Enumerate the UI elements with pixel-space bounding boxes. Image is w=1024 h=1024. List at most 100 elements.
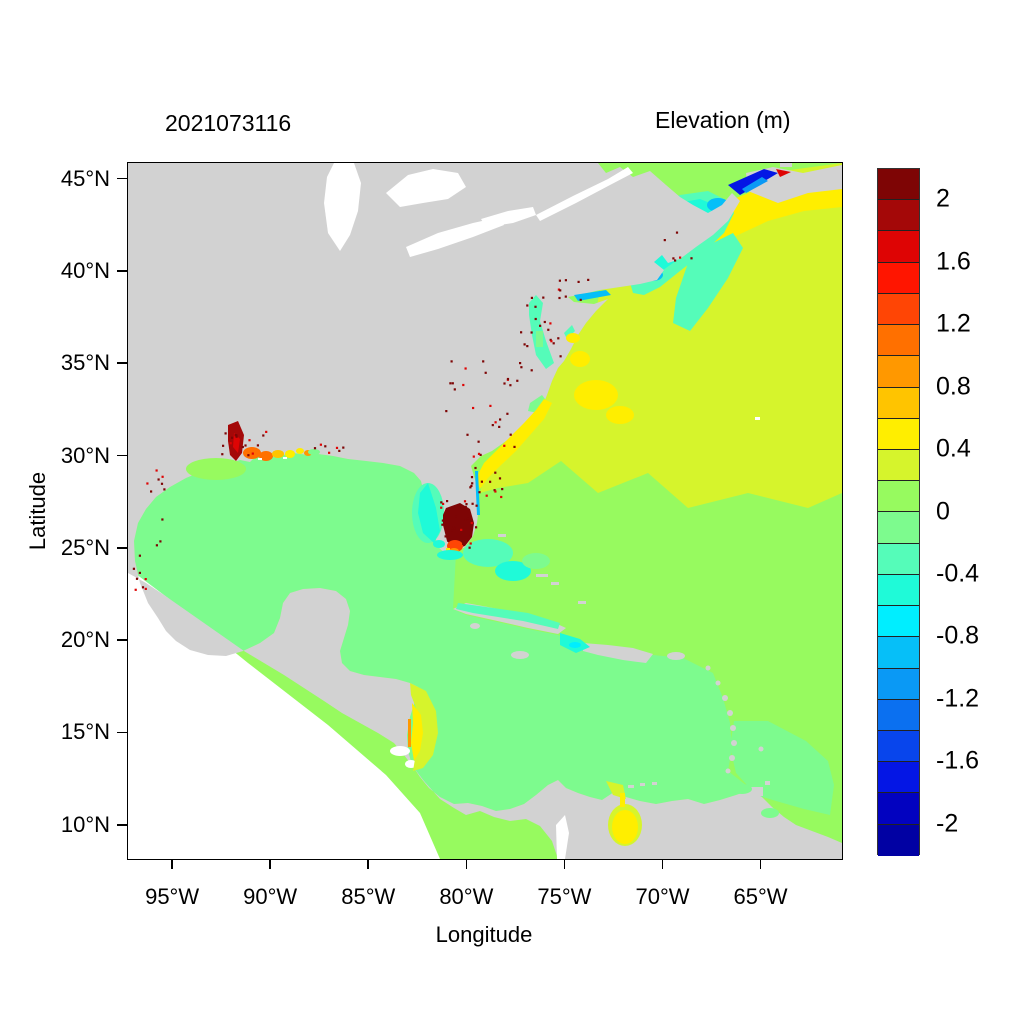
y-tick-label: 25°N — [60, 534, 110, 560]
y-tick-label: 30°N — [60, 442, 110, 468]
x-tick-mark — [269, 859, 271, 869]
y-tick-label: 20°N — [60, 627, 110, 653]
sfl-yellow — [446, 548, 450, 551]
x-tick-label: 75°W — [537, 884, 592, 909]
x-tick-mark — [367, 859, 370, 869]
bahamas-green — [522, 553, 550, 569]
land-jamaica — [511, 651, 529, 659]
gulf-of-maine-mint-tail — [673, 233, 743, 331]
x-axis-label: Longitude — [435, 922, 533, 947]
colorbar-segment — [878, 449, 919, 482]
bermuda-island — [755, 417, 760, 420]
land-abc-islands — [628, 782, 657, 788]
land-isle-of-youth — [470, 623, 480, 629]
colorbar-segment — [878, 325, 919, 357]
y-tick-mark — [117, 454, 127, 457]
land-pei — [780, 163, 792, 167]
y-tick-label: 40°N — [60, 257, 110, 283]
colorbar-segment — [878, 543, 919, 575]
colorbar-segment — [878, 824, 919, 856]
coastal-speckles — [132, 231, 693, 591]
y-tick-mark — [117, 362, 127, 365]
orinoco-green — [761, 808, 779, 818]
colorbar-tick-label: -1.2 — [936, 684, 980, 713]
colorbar-tick-label: -1.6 — [936, 746, 980, 775]
y-tick-mark — [117, 547, 127, 549]
maracaibo-neck — [620, 793, 625, 807]
x-tick-label: 85°W — [341, 884, 396, 909]
chesapeake-green — [536, 331, 543, 347]
delaware-bay-mint — [564, 325, 575, 339]
maracaibo-yellow — [612, 810, 638, 844]
colorbar-segment — [878, 574, 919, 607]
colorbar-tick-label: -0.4 — [936, 559, 980, 588]
bay-of-fundy-blue — [728, 169, 778, 195]
mobile-bay-green — [308, 449, 320, 455]
bay-of-fundy-midblue — [742, 177, 768, 193]
map-plot-area — [127, 162, 843, 860]
land-hispaniola — [583, 643, 653, 663]
hatteras-offshore-yellow — [606, 406, 634, 424]
la-orange2 — [259, 451, 273, 461]
colorbar-segment — [878, 606, 919, 638]
y-tick-mark — [117, 270, 127, 272]
colorbar-tick-label: -0.8 — [936, 621, 980, 650]
x-tick-mark — [465, 859, 468, 869]
bahamas-turquoise — [495, 561, 531, 581]
great-lakes — [324, 163, 633, 257]
x-tick-label: 80°W — [439, 884, 494, 909]
x-tick-label: 90°W — [243, 884, 298, 909]
colorbar-segment — [878, 668, 919, 700]
y-tick-mark — [117, 177, 127, 180]
efl-lagoon-cyan — [475, 471, 480, 515]
colorbar-segment — [878, 169, 919, 201]
y-tick-label: 35°N — [60, 350, 110, 376]
la-offshore-yellowgreen — [186, 458, 246, 480]
y-tick-mark — [117, 731, 127, 734]
colorbar-segment — [878, 418, 919, 450]
colorbar-segment — [878, 730, 919, 763]
x-tick-mark — [171, 859, 173, 869]
li-offshore-yellow — [566, 333, 580, 343]
colorbar-tick-label: 0.4 — [936, 434, 971, 463]
colorbar-segment — [878, 699, 919, 731]
delmarva-offshore-yellow — [574, 380, 618, 410]
colorbar-segment — [878, 387, 919, 419]
gulf-caribbean-water — [134, 453, 756, 811]
colorbar-segment — [878, 356, 919, 388]
land-lesser-antilles — [705, 665, 770, 796]
nicaragua-orange-sliver — [408, 719, 411, 747]
colorbar-segment — [878, 637, 919, 669]
colorbar-tick-label: 1.2 — [936, 309, 971, 338]
cuba-north-mint — [456, 603, 560, 629]
y-tick-mark — [117, 639, 127, 641]
x-tick-mark — [563, 859, 566, 869]
nicaragua-yellow — [411, 703, 423, 761]
timestamp-title: 2021073116 — [165, 110, 292, 136]
colorbar-segment — [878, 481, 919, 513]
field-title: Elevation (m) — [655, 107, 791, 133]
elevation-colorbar — [877, 168, 920, 856]
sfl-coast-turquoise — [433, 540, 445, 548]
colorbar-segment — [878, 231, 919, 263]
colorbar-tick-label: -2 — [936, 809, 959, 838]
gulf-of-uraba-white — [556, 815, 569, 859]
la-marsh-white1 — [258, 458, 262, 460]
colorbar-segment — [878, 262, 919, 294]
y-tick-mark — [117, 823, 127, 826]
la-amber — [272, 450, 284, 458]
bahamas-mint — [463, 539, 513, 567]
colorbar-tick-label: 0 — [936, 497, 950, 525]
nj-offshore-yellow — [570, 351, 590, 367]
long-island-sound-blue — [574, 290, 611, 301]
la-river-red — [233, 433, 240, 453]
colorbar-segment — [878, 293, 919, 326]
colorbar-tick-label: 1.6 — [936, 247, 971, 276]
x-tick-mark — [661, 859, 664, 869]
x-tick-label: 95°W — [145, 884, 200, 909]
y-tick-label: 15°N — [60, 719, 110, 745]
colorbar-tick-label: 0.8 — [936, 372, 971, 401]
la-yellow1 — [285, 450, 295, 458]
la-marsh-white2 — [283, 457, 287, 459]
